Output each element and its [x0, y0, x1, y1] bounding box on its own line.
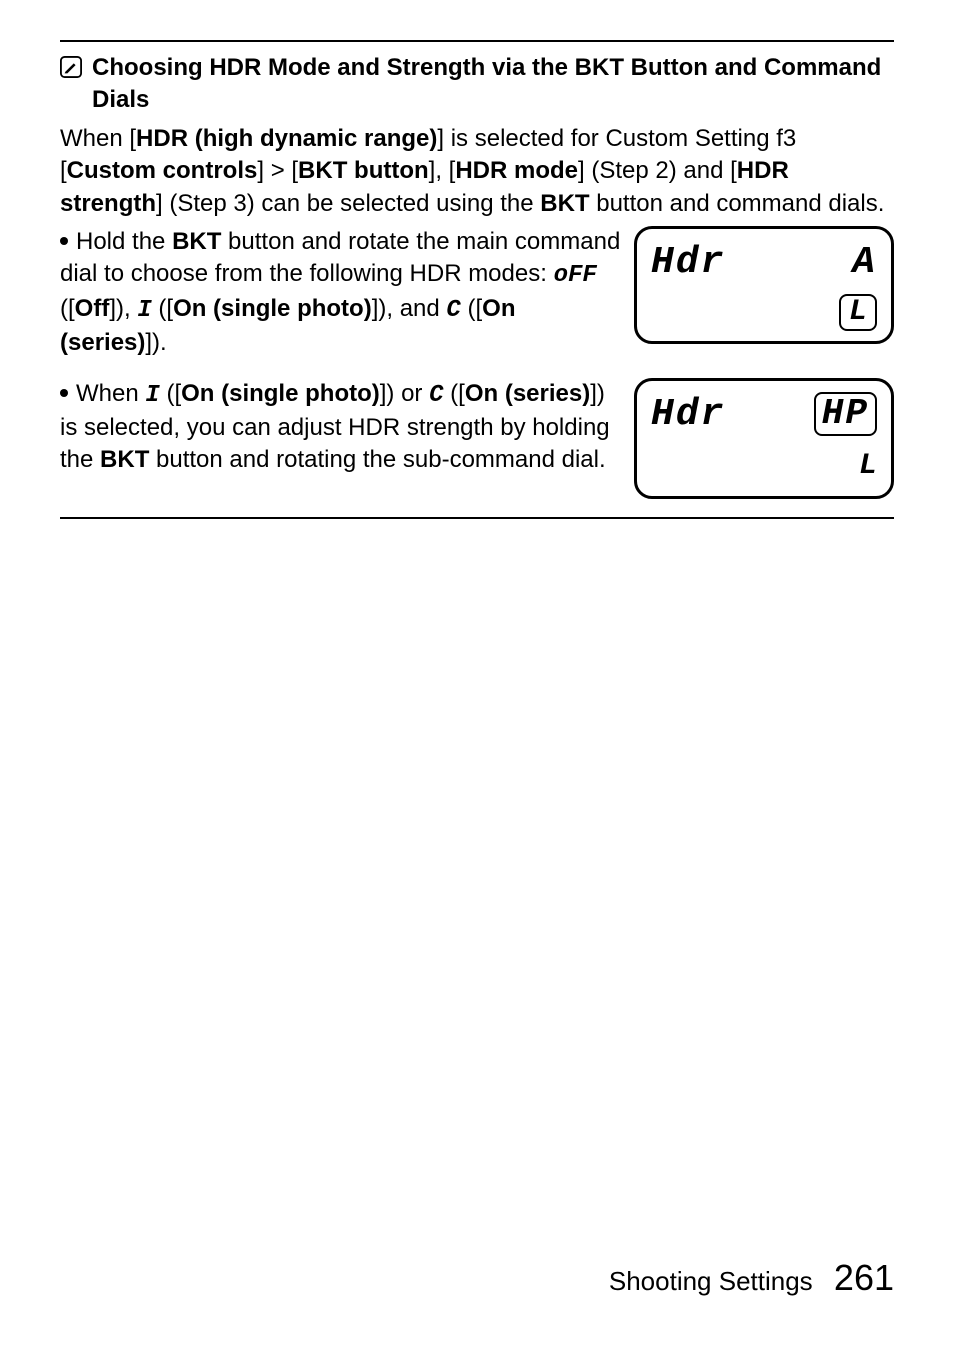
lcd-left: Hdr: [651, 237, 725, 288]
bottom-rule: [60, 517, 894, 519]
tip-title: Choosing HDR Mode and Strength via the B…: [92, 52, 894, 117]
text: ]) or: [380, 380, 429, 407]
lcd-top-row: Hdr A: [651, 237, 877, 288]
bold: On (single photo): [181, 380, 380, 407]
bullet-2-text: When I ([On (single photo)]) or C ([On (…: [60, 378, 634, 477]
bold: On (single photo): [173, 295, 372, 322]
text: ([: [444, 380, 465, 407]
glyph-series: C: [446, 297, 460, 324]
bullet-dot: [60, 237, 68, 245]
text: Hold the: [76, 228, 172, 255]
page-number: 261: [834, 1257, 894, 1298]
lcd-display-1: Hdr A L: [634, 226, 894, 344]
lcd-right-boxed: HP: [814, 392, 877, 436]
text: ], [: [429, 157, 456, 184]
bold: BKT button: [298, 157, 429, 184]
lcd-right: A: [852, 237, 877, 288]
text: button and rotating the sub-command dial…: [149, 446, 605, 473]
glyph-off: oFF: [554, 262, 597, 289]
bold: BKT: [100, 446, 149, 473]
bullet-1: Hold the BKT button and rotate the main …: [60, 226, 894, 360]
text: button and command dials.: [590, 190, 885, 217]
text: ] > [: [257, 157, 298, 184]
lcd-small: L: [859, 446, 877, 487]
bullet-dot: [60, 389, 68, 397]
bold: HDR (high dynamic range): [136, 125, 437, 152]
tip-heading: Choosing HDR Mode and Strength via the B…: [60, 52, 894, 117]
text: ]),: [109, 295, 137, 322]
text: ([: [461, 295, 482, 322]
text: ]).: [145, 329, 166, 356]
text: ([: [152, 295, 173, 322]
text: When: [76, 380, 145, 407]
text: ] (Step 3) can be selected using the: [156, 190, 540, 217]
pencil-icon: [60, 56, 82, 78]
footer-section: Shooting Settings: [609, 1266, 813, 1296]
glyph-series: C: [429, 382, 443, 409]
top-rule: [60, 40, 894, 42]
text: ([: [160, 380, 181, 407]
bold: BKT: [172, 228, 221, 255]
lcd-display-2: Hdr HP L: [634, 378, 894, 500]
lcd-top-row: Hdr HP: [651, 389, 877, 440]
glyph-single: I: [145, 382, 159, 409]
bold: BKT: [540, 190, 589, 217]
text: ] (Step 2) and [: [578, 157, 737, 184]
glyph-single: I: [137, 297, 151, 324]
lcd-bottom-row: L: [651, 294, 877, 331]
text: When [: [60, 125, 136, 152]
lcd-bottom-row: L: [651, 446, 877, 487]
lcd-small-boxed: L: [839, 294, 877, 331]
bold: Custom controls: [67, 157, 258, 184]
bold: On (series): [465, 380, 590, 407]
bullet-2: When I ([On (single photo)]) or C ([On (…: [60, 378, 894, 500]
page-footer: Shooting Settings 261: [609, 1254, 894, 1303]
text: ([: [60, 295, 75, 322]
bold: HDR mode: [455, 157, 578, 184]
text: ]), and: [372, 295, 447, 322]
intro-paragraph: When [HDR (high dynamic range)] is selec…: [60, 123, 894, 220]
bullet-1-text: Hold the BKT button and rotate the main …: [60, 226, 634, 360]
lcd-left: Hdr: [651, 389, 725, 440]
bold: Off: [75, 295, 110, 322]
